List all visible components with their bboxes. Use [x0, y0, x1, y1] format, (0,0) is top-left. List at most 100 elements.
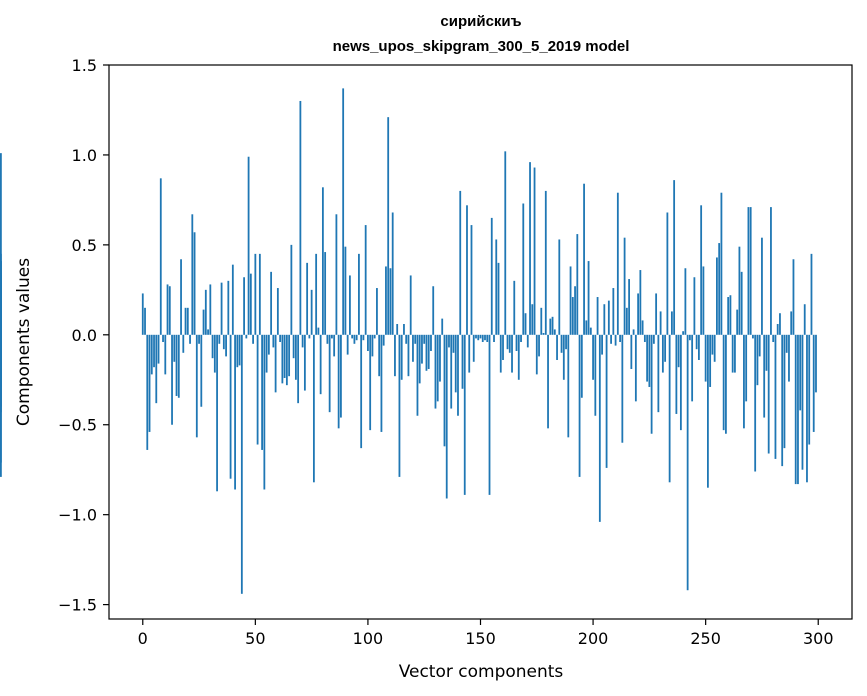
bar-215 [625, 307, 628, 335]
bar-113 [396, 324, 399, 335]
bar-115 [400, 334, 403, 380]
bar-76 [312, 334, 315, 483]
x-axis-label: Vector components [399, 662, 564, 682]
bar-187 [562, 334, 565, 380]
x-tick-label: 150 [465, 629, 496, 648]
bar-219 [634, 334, 637, 402]
bar-293 [801, 334, 804, 470]
bar-230 [659, 311, 662, 335]
bar-185 [558, 239, 561, 335]
y-tick-label: 1.5 [72, 56, 97, 75]
bar-24 [195, 334, 198, 438]
bar-144 [466, 205, 468, 335]
y-axis-label: Components values [14, 258, 34, 426]
bar-229 [657, 334, 660, 413]
bar-232 [664, 334, 667, 362]
bar-18 [182, 334, 185, 353]
bar-undefined [0, 334, 2, 463]
bar-90 [344, 246, 347, 335]
bar-207 [607, 300, 610, 335]
bar-152 [484, 334, 486, 341]
bar-183 [553, 329, 556, 335]
bar-21 [189, 334, 191, 344]
bar-20 [186, 307, 189, 335]
bar-267 [743, 334, 745, 429]
bar-196 [583, 183, 585, 335]
bar-82 [326, 334, 329, 344]
bar-130 [434, 334, 437, 409]
bar-30 [209, 284, 212, 335]
bar-288 [790, 311, 793, 335]
bar-176 [538, 334, 540, 357]
bar-105 [378, 334, 381, 377]
bar-42 [236, 334, 239, 368]
bar-270 [749, 207, 752, 335]
bar-39 [229, 334, 232, 479]
bar-88 [340, 334, 342, 418]
x-tick-label: 0 [138, 629, 148, 648]
bar-167 [517, 334, 520, 380]
bar-291 [797, 334, 799, 485]
bar-89 [342, 88, 345, 335]
bar-233 [666, 212, 669, 335]
bar-100 [367, 334, 369, 351]
bar-278 [767, 334, 770, 454]
bar-139 [454, 334, 457, 393]
bar-58 [272, 334, 275, 348]
x-tick-label: 300 [803, 629, 834, 648]
x-tick-label: 200 [578, 629, 609, 648]
bar-108 [385, 266, 387, 335]
bar-262 [731, 334, 734, 373]
bar-165 [513, 280, 516, 335]
bar-127 [427, 334, 430, 369]
bar-198 [587, 261, 590, 335]
bar-67 [292, 334, 295, 359]
bar-274 [758, 334, 761, 357]
bar-238 [677, 334, 680, 368]
bar-40 [231, 264, 234, 335]
bar-148 [475, 334, 477, 339]
bar-179 [544, 190, 547, 335]
bar-217 [630, 334, 633, 369]
bar-298 [812, 334, 815, 432]
bar-171 [526, 334, 529, 348]
x-tick-label: 100 [353, 629, 384, 648]
bar-84 [331, 334, 333, 339]
bar-287 [788, 334, 790, 382]
bar-93 [351, 334, 354, 339]
bar-132 [439, 334, 441, 382]
bar-264 [736, 309, 739, 335]
bar-172 [529, 162, 531, 335]
bar-73 [306, 262, 309, 335]
bar-245 [693, 277, 696, 335]
bar-128 [430, 334, 432, 351]
bar-94 [353, 334, 356, 344]
bar-175 [535, 334, 538, 375]
bar-9 [162, 334, 164, 342]
bar-92 [349, 275, 351, 335]
bar-224 [646, 334, 649, 382]
bar-104 [376, 288, 378, 335]
bar-153 [486, 334, 489, 342]
bar-154 [488, 334, 491, 495]
bar-27 [202, 309, 205, 335]
bar-101 [369, 334, 372, 431]
bar-283 [779, 313, 781, 335]
bar-80 [321, 187, 324, 335]
bar-246 [695, 334, 698, 350]
bar-29 [207, 329, 209, 335]
bar-103 [373, 334, 376, 339]
bar-191 [571, 297, 574, 335]
bar-undefined [0, 273, 2, 335]
bar-184 [556, 334, 558, 360]
bar-61 [279, 334, 282, 342]
bar-undefined [0, 307, 2, 335]
bar-36 [222, 334, 225, 350]
bar-181 [549, 318, 552, 335]
bar-155 [490, 217, 493, 335]
bar-37 [225, 334, 227, 357]
bar-254 [713, 334, 716, 362]
bar-193 [576, 234, 579, 335]
bar-260 [727, 297, 730, 335]
